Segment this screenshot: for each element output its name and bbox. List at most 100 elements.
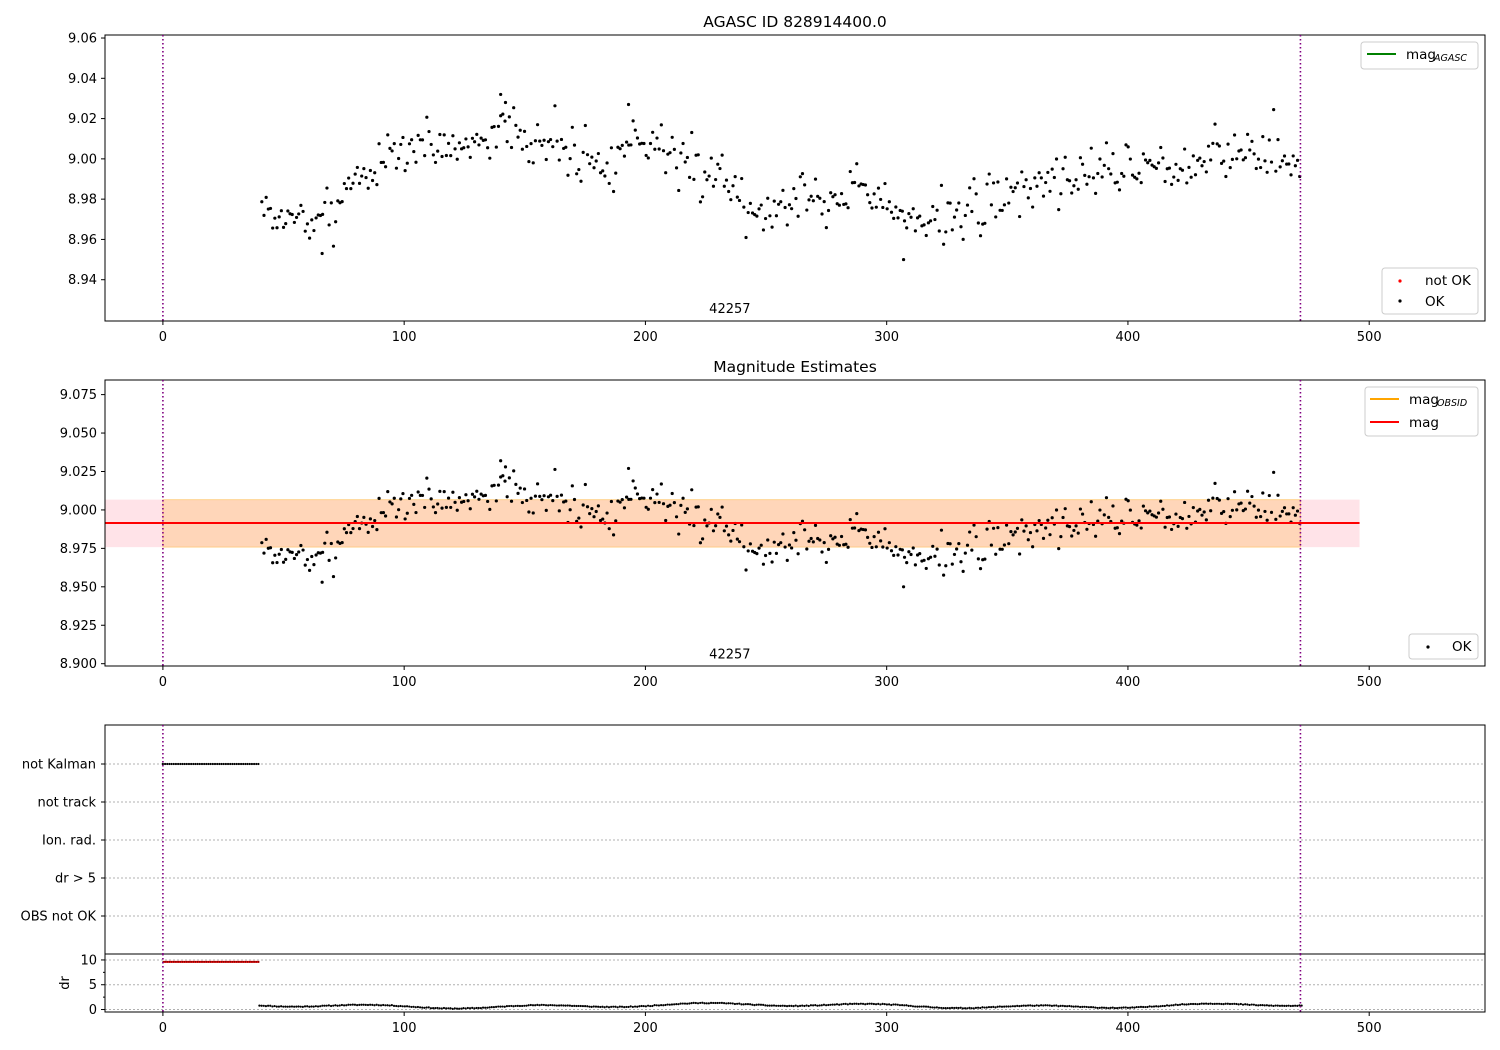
- dr-point: [421, 1006, 424, 1009]
- data-point-ok: [518, 486, 522, 490]
- dr-point: [1168, 1004, 1171, 1007]
- data-point-ok: [581, 503, 585, 507]
- dr-flag-point: [218, 961, 221, 963]
- data-point-ok: [557, 158, 561, 162]
- dr-point: [1081, 1005, 1084, 1008]
- data-point-ok: [983, 221, 987, 225]
- y-tick-label: 8.925: [60, 619, 97, 634]
- dr-point: [503, 1005, 506, 1008]
- dr-point: [308, 1005, 311, 1008]
- dr-point: [790, 1004, 793, 1007]
- data-point-ok: [1226, 497, 1230, 501]
- data-point-ok: [963, 551, 967, 555]
- data-point-ok: [305, 222, 310, 226]
- data-point-ok: [942, 573, 946, 577]
- data-point-ok: [1176, 524, 1180, 528]
- dr-point: [675, 1003, 678, 1006]
- data-point-ok: [273, 553, 277, 557]
- dr-point: [277, 1005, 281, 1008]
- dr-flag-point: [196, 961, 199, 963]
- data-point-ok: [700, 537, 705, 541]
- data-point-ok: [551, 145, 555, 149]
- dr-point: [864, 1003, 867, 1006]
- dr-point: [905, 1004, 908, 1007]
- flag-point: [170, 762, 173, 766]
- data-point-ok: [360, 174, 364, 178]
- dr-point: [401, 1005, 404, 1008]
- data-point-ok: [568, 157, 572, 161]
- flag-point: [248, 762, 251, 766]
- data-point-ok: [1235, 157, 1239, 161]
- data-point-ok: [336, 199, 340, 203]
- data-point-ok: [718, 515, 722, 519]
- data-point-ok: [512, 106, 516, 110]
- data-point-ok: [590, 507, 594, 511]
- data-point-ok: [1272, 470, 1276, 474]
- panel4-ylabel: dr: [58, 976, 73, 990]
- dr-point: [759, 1003, 763, 1006]
- data-point-ok: [412, 502, 416, 506]
- data-point-ok: [397, 156, 401, 161]
- dr-point: [562, 1004, 565, 1007]
- data-point-ok: [394, 515, 399, 519]
- data-point-ok: [507, 115, 511, 119]
- dr-flag-point: [201, 961, 203, 963]
- dr-point: [1159, 1005, 1162, 1008]
- data-point-ok: [664, 518, 668, 523]
- dr-point: [1059, 1004, 1062, 1007]
- dr-point: [360, 1003, 363, 1006]
- data-point-ok: [716, 512, 720, 516]
- dr-point: [514, 1004, 517, 1008]
- dr-point: [670, 1003, 674, 1006]
- data-point-ok: [1143, 158, 1148, 162]
- dr-point: [549, 1003, 552, 1007]
- flag-point: [246, 762, 249, 766]
- data-point-ok: [1276, 493, 1280, 497]
- data-point-ok: [790, 207, 794, 211]
- data-point-ok: [1156, 511, 1161, 515]
- flag-point: [168, 762, 171, 766]
- data-point-ok: [937, 229, 941, 233]
- flag-point: [161, 762, 165, 766]
- data-point-ok: [388, 146, 392, 150]
- data-point-ok: [994, 215, 998, 219]
- dr-point: [766, 1004, 769, 1007]
- data-point-ok: [972, 523, 976, 527]
- data-point-ok: [1217, 498, 1221, 502]
- dr-point: [553, 1004, 556, 1007]
- dr-point: [527, 1004, 530, 1007]
- dr-point: [386, 1004, 389, 1007]
- data-point-ok: [1085, 182, 1089, 186]
- data-point-ok: [370, 524, 375, 529]
- data-point-ok: [965, 543, 970, 547]
- panel2-legend-lower: OK: [1408, 633, 1479, 660]
- data-point-ok: [1209, 158, 1213, 162]
- dr-point: [1026, 1004, 1030, 1007]
- data-point-ok: [516, 135, 520, 139]
- data-point-ok: [655, 136, 659, 140]
- flag-point: [207, 762, 210, 766]
- data-point-ok: [290, 550, 294, 555]
- data-point-ok: [468, 155, 472, 159]
- data-point-ok: [844, 542, 848, 546]
- data-point-ok: [1009, 185, 1013, 189]
- data-point-ok: [386, 133, 390, 137]
- dr-point: [731, 1002, 734, 1005]
- panel3-grid: [105, 763, 1485, 917]
- dr-point: [953, 1006, 956, 1010]
- dr-point: [775, 1004, 778, 1007]
- data-point-ok: [744, 568, 748, 572]
- data-point-ok: [681, 141, 685, 146]
- data-point-ok: [774, 214, 779, 218]
- data-point-ok: [575, 172, 579, 176]
- dr-point: [660, 1003, 663, 1007]
- data-point-ok: [768, 214, 772, 218]
- flag-point: [229, 762, 232, 766]
- data-point-ok: [1104, 496, 1109, 500]
- dr-point: [369, 1003, 372, 1006]
- dr-point: [1272, 1004, 1275, 1008]
- data-point-ok: [659, 123, 663, 127]
- dr-point: [885, 1003, 889, 1006]
- data-point-ok: [1074, 178, 1078, 182]
- data-point-ok: [331, 574, 336, 579]
